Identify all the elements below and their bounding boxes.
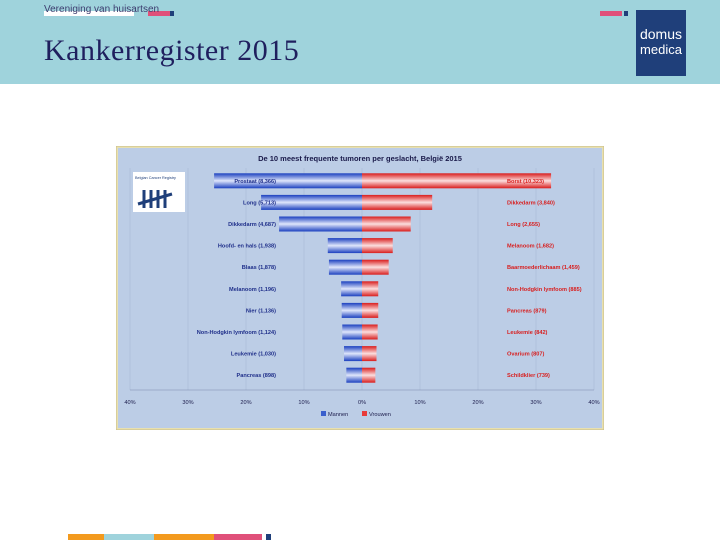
legend-swatch-vrouwen [362, 411, 367, 416]
logo-line-1: domus [639, 26, 683, 42]
top-strip-left [44, 11, 134, 16]
label-mannen: Blaas (1,878) [242, 265, 276, 271]
bar-mannen [341, 281, 362, 297]
x-tick-label: 20% [472, 400, 483, 406]
label-vrouwen: Schildklier (739) [507, 373, 550, 379]
bar-vrouwen [362, 259, 389, 275]
x-tick-label: 10% [298, 400, 309, 406]
x-tick-label: 0% [358, 400, 366, 406]
logo-line-2: medica [640, 42, 682, 57]
page-title: Kankerregister 2015 [44, 34, 300, 67]
label-mannen: Long (5,713) [243, 200, 276, 206]
footer-bar-4 [214, 534, 262, 540]
label-mannen: Leukemie (1,030) [231, 352, 276, 358]
bar-vrouwen [362, 346, 377, 362]
label-vrouwen: Pancreas (879) [507, 308, 547, 314]
bar-vrouwen [362, 216, 411, 232]
footer-bar-2 [104, 534, 154, 540]
label-mannen: Pancreas (898) [237, 373, 277, 379]
bar-vrouwen [362, 173, 552, 189]
label-mannen: Prostaat (8,366) [234, 179, 276, 185]
x-tick-label: 40% [124, 400, 135, 406]
label-vrouwen: Borst (10,323) [507, 179, 544, 185]
bar-mannen [279, 216, 362, 232]
top-strip-left-accent [148, 11, 170, 16]
x-tick-label: 40% [588, 400, 599, 406]
top-strip-right-mark [624, 11, 628, 16]
bar-vrouwen [362, 302, 379, 318]
bar-mannen [344, 346, 362, 362]
legend-swatch-mannen [321, 411, 326, 416]
label-mannen: Non-Hodgkin lymfoom (1,124) [197, 330, 276, 336]
registry-logo: Belgian Cancer Registry [133, 172, 185, 212]
label-vrouwen: Non-Hodgkin lymfoom (885) [507, 287, 582, 293]
label-mannen: Nier (1,136) [246, 308, 276, 314]
bar-mannen [214, 173, 362, 189]
x-tick-label: 20% [240, 400, 251, 406]
domus-medica-logo: domus medica [636, 10, 686, 76]
legend-label-mannen: Mannen [328, 412, 348, 418]
registry-logo-label: Belgian Cancer Registry [135, 176, 176, 180]
bar-vrouwen [362, 367, 376, 383]
footer-bar-3 [154, 534, 214, 540]
bar-mannen [346, 367, 362, 383]
x-tick-label: 30% [530, 400, 541, 406]
bar-mannen [342, 324, 362, 340]
cancer-pyramid-chart: De 10 meest frequente tumoren per geslac… [116, 146, 604, 430]
top-strip-right-accent [600, 11, 622, 16]
bar-mannen [328, 259, 362, 275]
x-tick-label: 10% [414, 400, 425, 406]
bar-vrouwen [362, 194, 433, 210]
organization-name: Vereniging van huisartsen [44, 4, 160, 15]
label-vrouwen: Baarmoederlichaam (1,459) [507, 265, 580, 271]
label-vrouwen: Leukemie (842) [507, 330, 548, 336]
bar-vrouwen [362, 238, 393, 254]
legend-label-vrouwen: Vrouwen [369, 412, 391, 418]
footer-bar-1 [68, 534, 104, 540]
top-strip-left-mark [170, 11, 174, 16]
label-vrouwen: Dikkedarm (3,840) [507, 200, 555, 206]
footer-bar-5 [266, 534, 271, 540]
label-mannen: Dikkedarm (4,687) [228, 222, 276, 228]
x-tick-label: 30% [182, 400, 193, 406]
label-vrouwen: Melanoom (1,682) [507, 244, 554, 250]
label-vrouwen: Ovarium (807) [507, 352, 544, 358]
label-mannen: Hoofd- en hals (1,938) [218, 244, 276, 250]
bar-mannen [261, 194, 362, 210]
label-mannen: Melanoom (1,196) [229, 287, 276, 293]
bar-mannen [341, 302, 362, 318]
chart-title: De 10 meest frequente tumoren per geslac… [258, 154, 462, 163]
bar-vrouwen [362, 281, 379, 297]
bar-vrouwen [362, 324, 378, 340]
tally-marks-icon [137, 190, 173, 208]
bar-mannen [327, 238, 362, 254]
label-vrouwen: Long (2,655) [507, 222, 540, 228]
